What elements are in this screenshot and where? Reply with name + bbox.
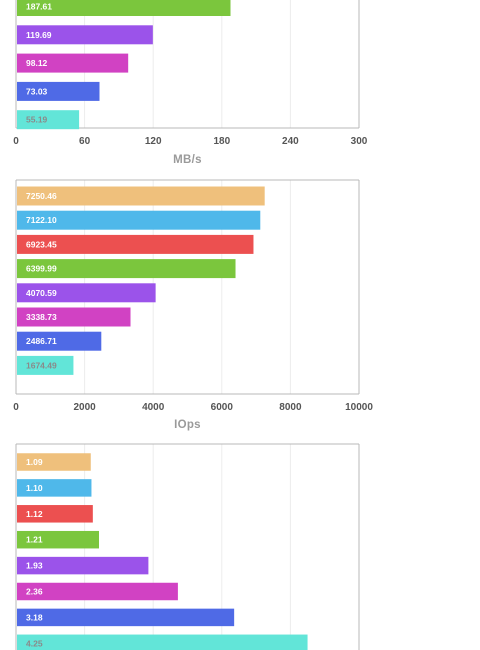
bar-value-label: 2486.71 [26,336,57,346]
bar-value-label: 1.93 [26,561,43,571]
bar-value-label: 4.25 [26,638,43,648]
bar-value-label: 7122.10 [26,215,57,225]
bar-value-label: 6923.45 [26,239,57,249]
x-tick-label: 0 [13,136,19,147]
x-tick-label: 8000 [279,402,302,413]
x-tick-label: 2000 [73,402,96,413]
bar-value-label: 4070.59 [26,288,57,298]
bar [17,25,153,45]
bar [17,634,308,650]
bar [17,582,178,601]
bar-value-label: 1.12 [26,509,43,519]
bar [17,331,102,351]
bar [17,234,254,254]
bar-value-label: 3.18 [26,612,43,622]
x-axis-title: MB/s [173,154,202,166]
chart-panel-1: 187.61 119.69 98.12 73.03 55.19 0 60 120 180 240 3… [13,0,368,166]
bar [17,453,91,471]
bar [17,259,236,279]
bar-value-label: 1.09 [26,457,43,467]
bar-value-label: 2.36 [26,587,43,597]
bar-value-label: 7250.46 [26,191,57,201]
bar [17,53,129,73]
x-tick-label: 180 [213,136,230,147]
chart-panel-3: 1.09 1.10 1.12 1.21 1.93 2.36 3.18 4.25 [15,443,360,650]
x-tick-label: 6000 [211,402,234,413]
bar-value-label: 119.69 [26,30,52,40]
bar [17,556,149,575]
bar [17,0,231,16]
bar [17,479,92,497]
x-tick-label: 0 [13,402,19,413]
bar [17,307,131,327]
bar-value-label: 1.10 [26,483,43,493]
bar-value-label: 73.03 [26,86,48,96]
bar [17,81,100,101]
bar [17,608,235,627]
bar-value-label: 187.61 [26,2,52,12]
bar [17,110,80,130]
chart-panel-2: 7250.46 7122.10 6923.45 6399.99 4070.59 3338.… [13,179,373,431]
x-tick-label: 4000 [142,402,165,413]
bar-value-label: 98.12 [26,58,48,68]
bar-value-label: 55.19 [26,115,48,125]
bar [17,283,156,303]
bar-value-label: 3338.73 [26,312,57,322]
x-tick-label: 240 [282,136,299,147]
bar [17,355,74,375]
x-tick-label: 120 [145,136,162,147]
x-tick-label: 60 [79,136,91,147]
x-tick-label: 300 [351,136,368,147]
bar-value-label: 1.21 [26,535,43,545]
bar [17,530,100,549]
bar-value-label: 1674.49 [26,360,57,370]
bar [17,505,93,523]
bar-value-label: 6399.99 [26,264,57,274]
bar [17,186,265,206]
x-tick-label: 10000 [345,402,373,413]
x-axis-title: IOps [174,419,201,431]
bar [17,210,261,230]
